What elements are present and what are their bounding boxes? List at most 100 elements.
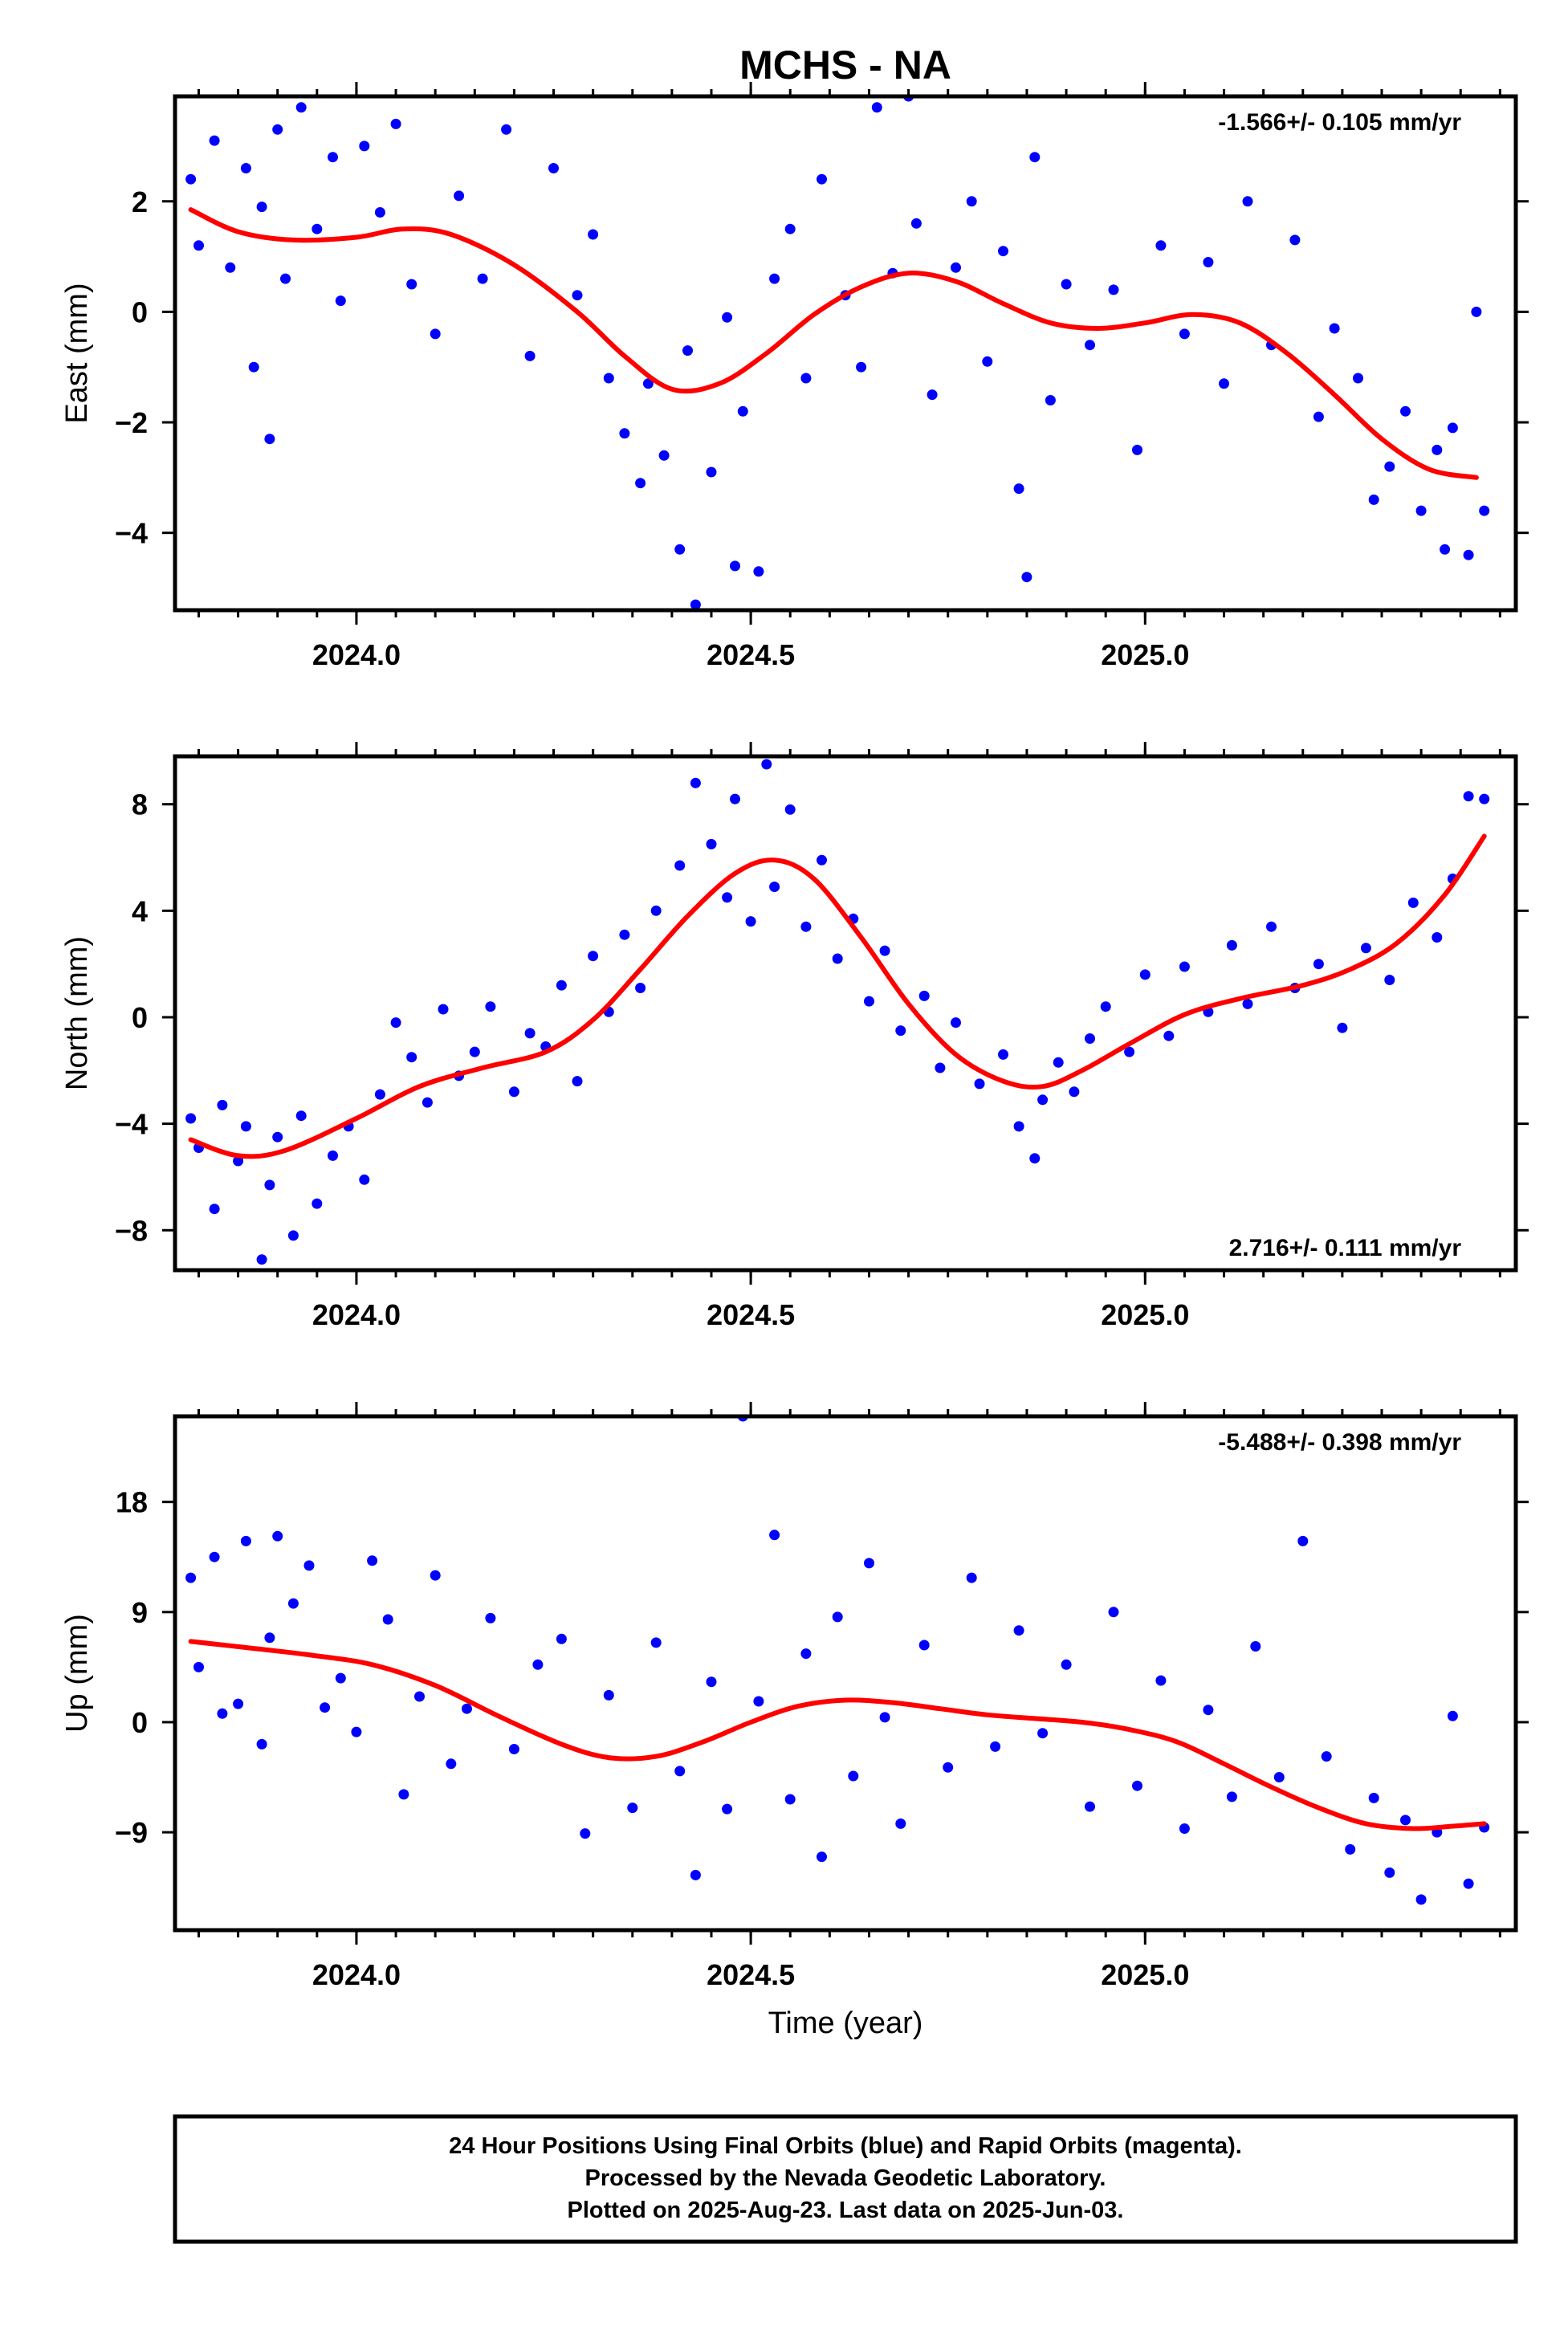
north-y-tick-label: −4: [115, 1108, 148, 1141]
east-data-point: [248, 361, 259, 373]
east-fit-curve: [188, 207, 1479, 480]
figure-title: MCHS - NA: [739, 43, 951, 88]
east-data-point: [1203, 257, 1214, 267]
up-data-point: [722, 1803, 733, 1815]
up-data-point: [320, 1702, 331, 1713]
north-data-point: [1360, 943, 1371, 954]
up-points: [185, 1416, 1490, 1905]
up-y-tick-label: −9: [115, 1816, 148, 1849]
east-y-tick-label: −2: [115, 406, 148, 439]
north-data-point: [1313, 959, 1324, 970]
east-data-point: [817, 173, 827, 185]
north-data-point: [556, 980, 567, 991]
north-data-point: [374, 1089, 385, 1100]
east-data-point: [193, 240, 204, 251]
footer-line-2: Processed by the Nevada Geodetic Laborat…: [585, 2165, 1106, 2191]
east-data-point: [264, 434, 275, 445]
north-data-point: [722, 892, 733, 903]
north-data-point: [769, 882, 780, 892]
up-data-point: [1155, 1675, 1167, 1686]
east-data-point: [524, 350, 536, 361]
up-panel: 2024.0 2024.5 2025.0 −9 0 9 18 Up (mm) -5.488+/-…: [60, 1402, 1529, 1991]
east-panel: 2024.0 2024.5 2025.0 −4 −2 0 2 East (mm) -1.566+…: [60, 82, 1529, 671]
up-data-point: [1447, 1710, 1458, 1721]
east-data-point: [256, 202, 267, 213]
up-data-point: [879, 1712, 890, 1723]
up-data-point: [650, 1637, 662, 1648]
east-data-point: [1384, 461, 1395, 472]
north-data-point: [485, 1001, 496, 1012]
north-data-point: [935, 1062, 946, 1073]
east-data-point: [1132, 444, 1142, 455]
north-data-point: [918, 990, 930, 1001]
north-data-point: [469, 1046, 480, 1057]
up-data-point: [351, 1726, 362, 1737]
up-data-point: [1061, 1659, 1072, 1670]
east-data-point: [240, 163, 251, 173]
north-y-tick-label: 0: [132, 1001, 148, 1034]
up-data-point: [240, 1535, 251, 1546]
up-data-point: [832, 1611, 843, 1623]
east-data-point: [800, 373, 812, 384]
x-axis-label: Time (year): [768, 2006, 923, 2040]
north-data-point: [650, 905, 662, 916]
up-data-point: [209, 1551, 220, 1562]
north-data-point: [1085, 1033, 1095, 1044]
east-data-point: [635, 478, 646, 489]
east-data-point: [1447, 422, 1458, 434]
east-data-point: [1029, 152, 1041, 163]
east-data-point: [658, 450, 670, 461]
east-data-point: [374, 207, 385, 218]
east-data-point: [1013, 483, 1024, 495]
east-data-point: [209, 135, 220, 146]
east-data-point: [856, 361, 867, 373]
north-data-point: [1037, 1094, 1049, 1106]
east-data-point: [1440, 544, 1451, 555]
north-data-point: [1266, 921, 1277, 932]
north-x-tick-label: 2024.5: [707, 1298, 795, 1331]
east-x-tick-label: 2024.5: [707, 638, 795, 671]
up-data-point: [800, 1648, 812, 1660]
east-data-point: [588, 229, 599, 240]
up-data-point: [1037, 1728, 1049, 1739]
east-data-point: [1289, 234, 1301, 246]
east-data-point: [272, 124, 283, 135]
north-data-point: [1100, 1001, 1111, 1012]
up-data-point: [556, 1633, 567, 1644]
east-points: [185, 96, 1490, 610]
east-data-point: [1415, 505, 1427, 516]
up-data-point: [430, 1570, 441, 1581]
east-data-point: [674, 544, 686, 555]
east-data-point: [280, 273, 291, 284]
up-data-point: [864, 1558, 874, 1569]
east-data-point: [966, 196, 977, 207]
north-y-axis-label: North (mm): [60, 936, 94, 1090]
north-data-point: [784, 804, 796, 815]
up-data-point: [414, 1691, 425, 1702]
north-data-point: [1013, 1121, 1024, 1132]
east-y-tick-label: 0: [132, 295, 148, 328]
up-data-point: [769, 1530, 780, 1541]
east-y-axis-label: East (mm): [60, 283, 94, 423]
footer-line-1: 24 Hour Positions Using Final Orbits (bl…: [449, 2133, 1242, 2159]
up-data-point: [603, 1689, 614, 1701]
north-plot-frame: [173, 754, 1518, 1273]
east-data-point: [722, 312, 733, 323]
up-fit-curve: [188, 1639, 1487, 1831]
up-data-point: [1297, 1535, 1309, 1546]
north-data-point: [1479, 793, 1490, 805]
north-data-point: [1463, 791, 1474, 802]
east-data-point: [1061, 279, 1072, 290]
east-data-point: [1045, 395, 1056, 405]
north-data-point: [256, 1254, 267, 1265]
up-data-point: [256, 1738, 267, 1750]
up-data-point: [217, 1708, 228, 1719]
north-data-point: [1242, 998, 1253, 1009]
east-data-point: [737, 405, 748, 417]
up-y-tick-label: 18: [116, 1486, 148, 1519]
north-data-point: [295, 1110, 307, 1122]
north-data-point: [817, 854, 827, 866]
north-data-point: [619, 929, 630, 940]
east-data-point: [1021, 572, 1032, 583]
north-data-point: [272, 1131, 283, 1143]
